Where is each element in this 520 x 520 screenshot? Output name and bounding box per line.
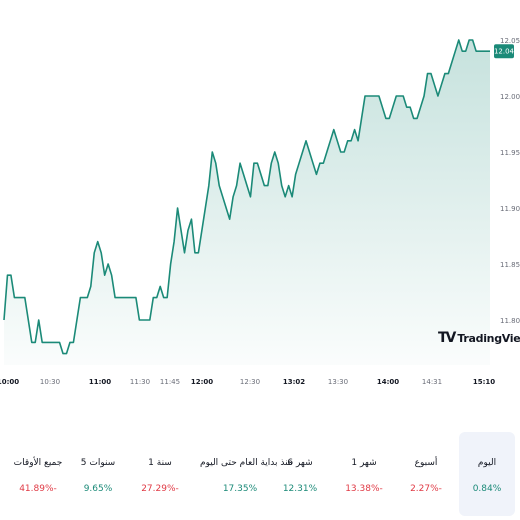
tradingview-logo[interactable]: TV TradingView [438,330,520,346]
period-7[interactable]: جميع الأوقات 41.89%- [8,432,68,516]
x-tick-label: 10:00 [0,378,19,386]
y-tick-label: 11.90 [500,205,520,213]
y-tick-label: 11.95 [500,149,520,157]
period-5[interactable]: 1 سنة 27.29%- [130,432,190,516]
x-tick-label: 11:00 [89,378,111,386]
price-series-line [3,39,490,355]
last-price-marker: 12.04 [494,44,515,59]
tradingview-mark-icon: TV [438,330,456,346]
tradingview-wordmark: TradingView [457,331,520,345]
period-change-value: 13.38%- [345,484,383,494]
period-change-value: 2.27%- [410,484,442,494]
last-price-label: 12.04 [494,48,515,56]
period-change-value: 0.84% [472,484,502,494]
period-label: 1 شهر [351,458,377,468]
period-0[interactable]: اليوم 0.84% [459,432,515,516]
y-tick-label: 12.00 [500,93,520,101]
period-label: 5 سنوات [80,458,116,468]
performance-periods: اليوم 0.84% أسبوع 2.27%- 1 شهر 13.38%- 6 شهر 12… [0,432,520,520]
x-tick-label: 12:30 [240,378,260,386]
x-tick-label: 12:00 [191,378,213,386]
period-label: جميع الأوقات [13,458,63,468]
y-tick-label: 11.80 [500,317,520,325]
period-change-value: 9.65% [83,484,113,494]
x-tick-label: 10:30 [40,378,60,386]
period-label: 1 سنة [148,458,172,468]
y-axis: 12.05 12.00 11.95 11.90 11.85 11.80 [500,37,520,325]
period-label: أسبوع [414,458,438,468]
period-change-value: 41.89%- [19,484,57,494]
x-tick-label: 11:30 [130,378,150,386]
last-price-badge [494,44,514,59]
period-4[interactable]: منذ بداية العام حتى اليوم 17.35% [200,432,293,516]
y-tick-label: 11.85 [500,261,520,269]
y-tick-label: 12.05 [500,37,520,45]
period-3[interactable]: 6 شهر 12.31% [270,432,330,516]
period-change-value: 27.29%- [141,484,179,494]
period-2[interactable]: 1 شهر 13.38%- [334,432,394,516]
x-axis: 10:00 10:30 11:00 11:30 11:45 12:00 12:30 13:02… [0,378,495,386]
price-chart[interactable]: 12.05 12.00 11.95 11.90 11.85 11.80 10:00 10:3… [0,0,520,400]
period-label: اليوم [477,458,497,468]
x-tick-label: 14:31 [422,378,442,386]
x-tick-label: 11:45 [160,378,180,386]
period-change-value: 17.35% [222,484,258,494]
period-change-value: 12.31% [282,484,318,494]
x-tick-label: 15:10 [473,378,495,386]
x-tick-label: 13:30 [328,378,348,386]
x-tick-label: 14:00 [377,378,399,386]
price-line [3,39,490,355]
period-1[interactable]: أسبوع 2.27%- [396,432,456,516]
x-tick-label: 13:02 [283,378,305,386]
period-6[interactable]: 5 سنوات 9.65% [68,432,128,516]
period-label: منذ بداية العام حتى اليوم [200,458,293,468]
price-area-fill [4,40,490,365]
price-area [4,40,490,365]
period-label: 6 شهر [287,458,313,468]
